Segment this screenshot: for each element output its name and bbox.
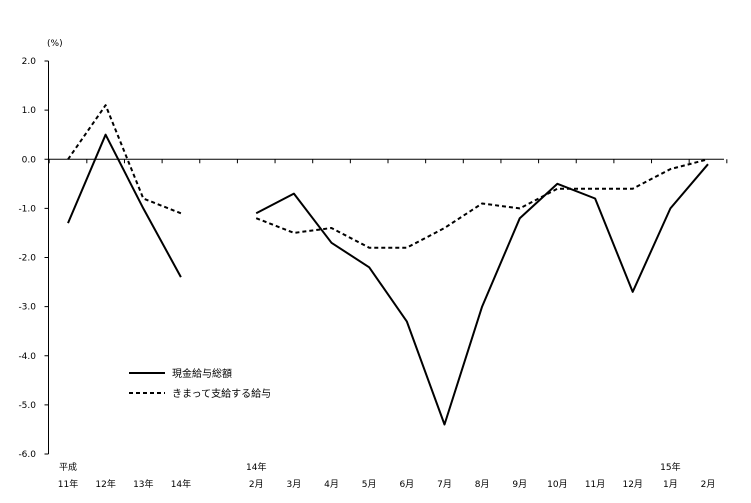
x-tick-label: 11年 bbox=[58, 478, 78, 490]
legend-label-series-2: きまって支給する給与 bbox=[172, 387, 271, 400]
y-tick-label: 2.0 bbox=[22, 57, 37, 67]
series-line-2 bbox=[255, 158, 709, 249]
y-tick-label: -1.0 bbox=[18, 204, 36, 214]
y-axis-unit: (%) bbox=[47, 39, 63, 49]
x-axis-ticks bbox=[48, 159, 728, 164]
x-tick-label: 7月 bbox=[437, 479, 452, 490]
x-tick-label: 4月 bbox=[324, 479, 339, 490]
legend-label-series-1: 現金給与総額 bbox=[172, 367, 232, 380]
x-tick-label: 2月 bbox=[249, 479, 264, 490]
x-tick-label: 5月 bbox=[362, 479, 377, 490]
y-axis-ticks: 2.0 1.0 0.0 -1.0 -2.0 -3.0 -4.0 -5.0 -6.0 bbox=[18, 57, 49, 460]
y-tick-label: -4.0 bbox=[18, 352, 36, 362]
x-tick-label: 14年 bbox=[171, 478, 191, 490]
y-tick-label: -2.0 bbox=[18, 254, 36, 264]
y-tick-label: -6.0 bbox=[18, 450, 36, 460]
x-axis-labels: 平成 11年 12年 13年 14年 14年 2月 3月 4月 5月 6月 7月 8月 9月 10月 11月 1… bbox=[58, 461, 716, 490]
x-tick-label: 12年 bbox=[95, 478, 115, 490]
x-tick-label-top: 15年 bbox=[660, 461, 680, 473]
x-tick-label: 13年 bbox=[133, 478, 153, 490]
y-tick-label: 0.0 bbox=[22, 155, 37, 165]
x-tick-label-top: 平成 bbox=[59, 461, 77, 473]
series-line-1 bbox=[67, 133, 182, 278]
x-tick-label: 1月 bbox=[663, 479, 678, 490]
x-tick-label: 12月 bbox=[622, 479, 642, 490]
x-tick-label: 10月 bbox=[547, 479, 567, 490]
x-tick-label: 8月 bbox=[475, 479, 490, 490]
x-tick-label: 2月 bbox=[701, 479, 716, 490]
x-tick-label-top: 14年 bbox=[246, 461, 266, 473]
x-tick-label: 3月 bbox=[287, 479, 302, 490]
legend: 現金給与総額 きまって支給する給与 bbox=[129, 367, 271, 400]
x-tick-label: 6月 bbox=[399, 479, 414, 490]
x-tick-label: 9月 bbox=[512, 479, 527, 490]
series-layer bbox=[67, 104, 709, 426]
y-tick-label: -3.0 bbox=[18, 303, 36, 313]
x-tick-label: 11月 bbox=[585, 479, 605, 490]
series-line-1 bbox=[255, 163, 709, 426]
y-tick-label: -5.0 bbox=[18, 401, 36, 411]
y-tick-label: 1.0 bbox=[22, 106, 37, 116]
